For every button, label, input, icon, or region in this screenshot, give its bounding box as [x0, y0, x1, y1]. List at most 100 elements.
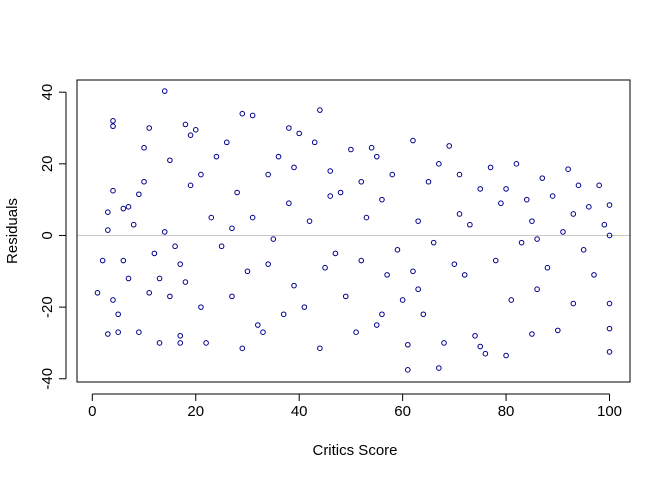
point [156, 340, 163, 346]
point [451, 261, 458, 267]
y-tick-label: -40 [39, 368, 56, 390]
point [606, 349, 613, 355]
point [177, 340, 184, 346]
x-tick-label: 20 [187, 403, 204, 420]
point [270, 236, 277, 242]
point [156, 275, 163, 282]
point [560, 229, 566, 235]
point [405, 341, 411, 348]
point [405, 367, 411, 373]
y-axis-title: Residuals [4, 198, 21, 264]
point [379, 311, 385, 318]
point [586, 204, 592, 210]
point [94, 289, 101, 296]
point [110, 297, 116, 303]
point [146, 125, 153, 131]
point [348, 146, 354, 153]
x-tick-label: 60 [394, 403, 411, 420]
point [534, 286, 540, 293]
point [239, 110, 246, 117]
point [539, 175, 546, 181]
point [606, 325, 613, 332]
x-tick-label: 100 [597, 403, 622, 420]
point [275, 153, 282, 160]
point [213, 153, 220, 160]
point [379, 196, 385, 203]
point [410, 137, 416, 144]
point [286, 125, 292, 131]
point [296, 130, 302, 137]
point [342, 293, 349, 300]
point [239, 345, 246, 352]
point [306, 218, 313, 224]
point [105, 331, 111, 337]
point [229, 225, 235, 232]
point [503, 186, 509, 192]
point [503, 352, 509, 359]
point [606, 232, 613, 239]
point [105, 209, 111, 215]
point [373, 322, 380, 328]
point [177, 261, 184, 267]
point [606, 300, 613, 307]
point [456, 211, 463, 217]
point [456, 171, 463, 178]
point [487, 164, 494, 171]
point [518, 239, 525, 246]
point [358, 257, 365, 264]
point [425, 178, 432, 185]
x-tick-label: 0 [88, 403, 96, 420]
point [182, 279, 189, 285]
point [337, 189, 344, 196]
point [327, 193, 334, 199]
point [260, 329, 266, 336]
point [363, 214, 370, 221]
point [513, 161, 520, 167]
point [368, 144, 375, 151]
point [544, 264, 551, 271]
point [223, 139, 230, 146]
y-tick-label: 0 [39, 231, 56, 239]
point [291, 282, 297, 289]
point [430, 239, 437, 246]
point [198, 171, 204, 178]
point [115, 329, 121, 336]
point [317, 345, 323, 352]
point [151, 250, 158, 257]
point [436, 161, 442, 167]
point [534, 236, 540, 242]
point [446, 143, 452, 149]
x-tick-label: 40 [291, 403, 308, 420]
point [177, 332, 184, 339]
x-axis-title: Critics Score [312, 442, 397, 459]
point [570, 211, 577, 217]
point [172, 243, 178, 250]
point [529, 331, 535, 337]
point [110, 118, 116, 124]
point [415, 218, 421, 224]
point [244, 268, 251, 275]
point [255, 322, 261, 328]
point [125, 204, 132, 210]
point [570, 300, 577, 307]
point [229, 293, 235, 300]
point [286, 200, 292, 207]
point [187, 132, 194, 138]
x-tick-label: 80 [498, 403, 515, 420]
point [461, 272, 468, 278]
plot-frame [76, 79, 631, 383]
point [436, 365, 442, 371]
point [208, 214, 215, 221]
point [322, 264, 328, 271]
point [167, 293, 173, 300]
point [529, 218, 535, 224]
point [99, 257, 106, 264]
point [389, 171, 396, 178]
point [327, 168, 334, 174]
point [291, 164, 297, 171]
point [580, 247, 587, 253]
point [265, 171, 271, 178]
y-tick-label: 40 [39, 84, 56, 101]
point [249, 112, 256, 119]
